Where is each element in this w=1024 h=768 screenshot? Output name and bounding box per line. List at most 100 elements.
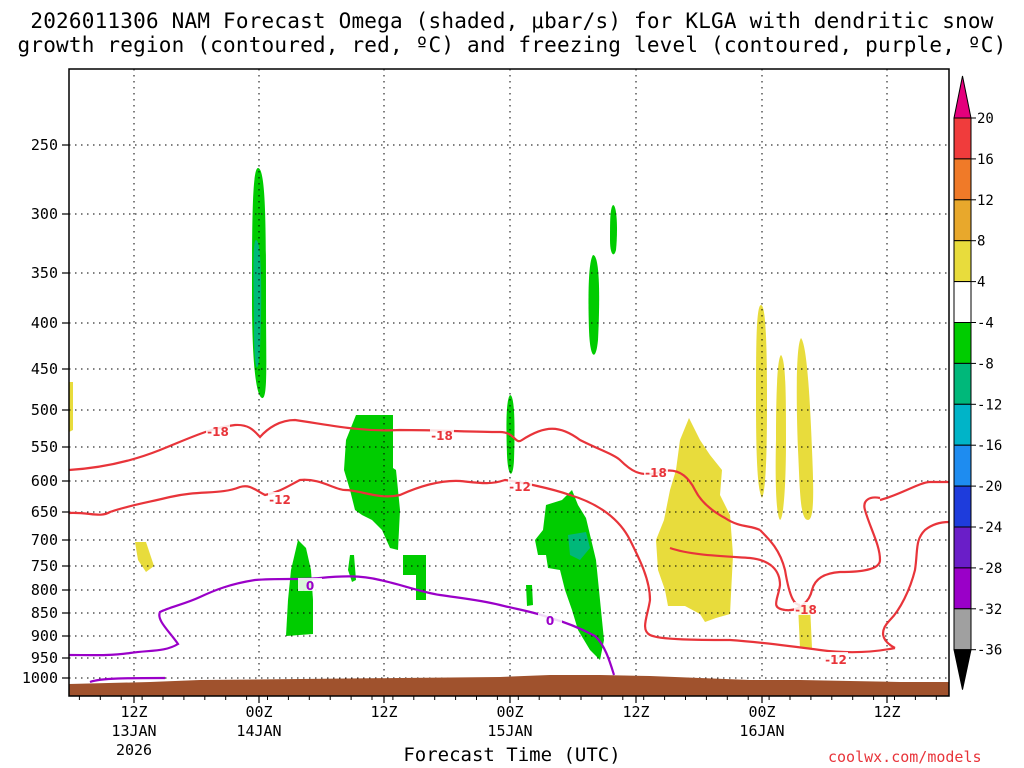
x-tick-label: 00Z [748,703,775,721]
chart-title-line1: 2026011306 NAM Forecast Omega (shaded, μ… [30,9,994,33]
contour-label: -18 [795,603,817,617]
colorbar-label: 12 [977,193,994,209]
y-axis: 250 300 350 400 450 500 550 600 650 700 750 800 850 9… [22,136,69,687]
x-tick-label: 00Z [245,703,272,721]
x-tick-date: 13JAN [111,722,156,740]
omega-cell [526,585,533,606]
contour-label: -12 [825,653,847,667]
plot-area [69,69,949,696]
dgz-contour-minus12 [68,478,896,654]
contour-label-bg [430,428,454,441]
colorbar-swatch [953,403,972,446]
contour-label-bg [824,652,848,665]
y-tick-label: 850 [31,604,58,622]
y-tick-label: 600 [31,472,58,490]
contour-label: -18 [207,425,229,439]
colorbar-swatch [953,444,972,487]
omega-cell [656,418,733,622]
omega-cell [756,305,767,498]
y-tick-label: 650 [31,503,58,521]
contour-label-bg [538,613,562,626]
y-tick-label: 300 [31,205,58,223]
colorbar-swatch [953,117,972,160]
omega-shading [69,168,814,660]
y-tick-label: 800 [31,581,58,599]
contour-label: -18 [645,466,667,480]
x-tick-label: 00Z [496,703,523,721]
y-tick-label: 950 [31,649,58,667]
y-tick-label: 500 [31,401,58,419]
colorbar-label: 8 [977,234,985,250]
colorbar-swatch [953,567,972,610]
dgz-contour-minus18 [68,418,761,532]
contour-label-bg [644,465,668,478]
y-tick-label: 550 [31,438,58,456]
colorbar-swatch [953,322,972,364]
y-tick-label: 250 [31,136,58,154]
omega-cell [348,555,356,582]
contour-label: 0 [306,579,314,593]
colorbar-swatch [953,240,972,283]
y-tick-label: 700 [31,531,58,549]
colorbar-swatch [953,485,972,528]
x-tick-label: 12Z [370,703,397,721]
x-tick-date: 16JAN [739,722,784,740]
colorbar-label: 16 [977,152,994,168]
x-tick-date: 14JAN [236,722,281,740]
colorbar-bottom-triangle [953,649,972,690]
colorbar-label: -8 [977,356,994,372]
colorbar-swatch [953,199,972,242]
chart-title-line2: growth region (contoured, red, ºC) and f… [17,33,1007,57]
colorbar-label: -36 [977,643,1002,659]
omega-cell [796,338,814,520]
credit-text: coolwx.com/models [828,748,982,766]
y-tick-label: 1000 [22,669,58,687]
colorbar-label: 20 [977,111,994,127]
colorbar-label: -4 [977,316,994,332]
colorbar-top-triangle [953,75,972,119]
y-tick-label: 400 [31,314,58,332]
omega-cell [69,382,73,432]
dgz-contour-minus18 [879,480,949,502]
x-tick-label: 12Z [873,703,900,721]
dgz-contour-minus12 [882,520,950,649]
colorbar-label: -16 [977,438,1002,454]
colorbar-label: -24 [977,520,1002,536]
colorbar-swatch [953,158,972,201]
colorbar-label: -12 [977,397,1002,413]
colorbar-swatch [953,526,972,569]
colorbar: 20 16 12 8 4 -4 -8 -12 -16 -20 -24 -28 -32 -36 [953,75,1002,690]
y-tick-label: 900 [31,627,58,645]
colorbar-swatch [953,362,972,405]
y-tick-label: 750 [31,557,58,575]
x-tick-year: 2026 [116,741,152,759]
plot-frame [68,68,950,697]
dgz-contours [68,418,950,654]
omega-cell [775,355,786,520]
y-tick-label: 450 [31,360,58,378]
contour-label-bg [268,492,292,505]
x-axis-title: Forecast Time (UTC) [403,744,621,766]
omega-cell [535,490,604,660]
omega-cell [344,415,400,550]
x-tick-date: 15JAN [487,722,532,740]
contour-label: -12 [509,480,531,494]
dgz-contour-minus18 [669,546,786,612]
contour-labels: -18 -18 -18 -18 -12 -12 -12 0 0 [206,424,848,667]
contour-label: -12 [269,493,291,507]
freezing-contour-zero [89,676,166,684]
contour-label-bg [508,479,532,492]
omega-cell [403,555,426,600]
y-tick-label: 350 [31,264,58,282]
colorbar-label: -32 [977,602,1002,618]
omega-cell [798,605,812,648]
colorbar-label: -20 [977,479,1002,495]
contour-label-bg [794,602,818,615]
dgz-contour-minus12 [784,496,882,612]
x-tick-label: 12Z [622,703,649,721]
colorbar-label: -28 [977,561,1002,577]
terrain [69,675,949,696]
omega-cell [610,205,617,255]
colorbar-swatch [953,608,972,651]
